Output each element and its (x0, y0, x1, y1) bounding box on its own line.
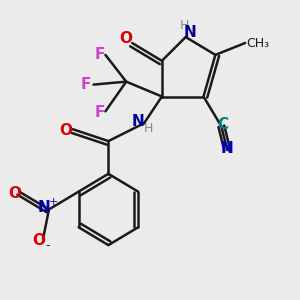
Text: F: F (81, 77, 91, 92)
Text: N: N (132, 114, 145, 129)
Text: CH₃: CH₃ (247, 37, 270, 50)
Text: O: O (32, 233, 45, 248)
Text: N: N (38, 200, 51, 215)
Text: -: - (45, 239, 50, 252)
Text: O: O (120, 31, 133, 46)
Text: H: H (179, 19, 189, 32)
Text: O: O (8, 186, 21, 201)
Text: H: H (144, 122, 153, 135)
Text: C: C (217, 117, 228, 132)
Text: F: F (94, 105, 105, 120)
Text: +: + (49, 197, 58, 207)
Text: F: F (94, 47, 105, 62)
Text: N: N (221, 141, 234, 156)
Text: N: N (184, 25, 196, 40)
Text: O: O (59, 123, 72, 138)
